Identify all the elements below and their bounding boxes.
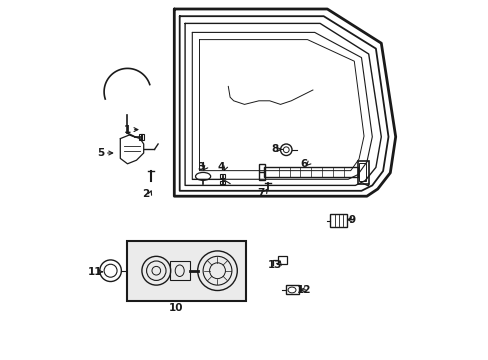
Text: 7: 7 — [257, 188, 264, 198]
Text: 6: 6 — [300, 159, 307, 169]
Bar — [359, 163, 365, 181]
Bar — [258, 164, 264, 180]
Text: 1: 1 — [123, 125, 131, 135]
Text: 2: 2 — [142, 189, 149, 199]
Bar — [357, 161, 368, 184]
Bar — [127, 241, 246, 301]
Bar — [277, 256, 286, 264]
Text: 4: 4 — [217, 162, 224, 172]
Text: 11: 11 — [88, 267, 102, 277]
Bar — [139, 134, 144, 140]
Text: 13: 13 — [267, 260, 282, 270]
Text: 10: 10 — [168, 303, 183, 313]
Text: 3: 3 — [197, 162, 204, 172]
Bar — [329, 214, 347, 227]
Text: 12: 12 — [296, 285, 310, 295]
Bar — [170, 261, 189, 280]
Text: 9: 9 — [348, 215, 355, 225]
Bar — [285, 285, 298, 294]
Text: 5: 5 — [97, 148, 104, 158]
Bar — [220, 181, 225, 184]
Bar — [264, 167, 357, 177]
Bar — [220, 174, 225, 178]
Text: 8: 8 — [271, 144, 278, 154]
